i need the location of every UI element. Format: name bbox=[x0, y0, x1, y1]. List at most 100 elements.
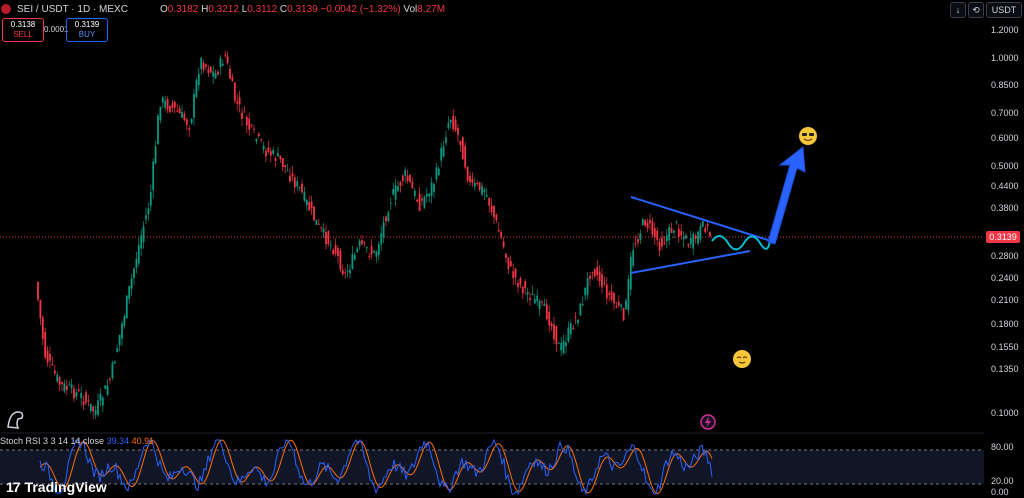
candle-body bbox=[430, 182, 433, 196]
candle-body bbox=[634, 243, 637, 245]
candle-body bbox=[70, 384, 73, 389]
candle-body bbox=[560, 342, 563, 351]
tradingview-logo-icon: 17 bbox=[6, 479, 21, 495]
candle-body bbox=[521, 286, 524, 294]
candle-body bbox=[361, 240, 363, 245]
sunglasses-emoji-icon bbox=[799, 127, 817, 145]
candle-body bbox=[219, 57, 222, 67]
candle-body bbox=[689, 237, 692, 245]
price-axis-label: 0.1350 bbox=[991, 364, 1019, 374]
candle-body bbox=[229, 68, 231, 79]
tradingview-brand[interactable]: 17 TradingView bbox=[6, 479, 107, 495]
candle-body bbox=[200, 58, 203, 69]
candle-body bbox=[178, 108, 181, 114]
candle-body bbox=[615, 306, 618, 308]
candle-body bbox=[157, 115, 159, 145]
candle-body bbox=[656, 230, 659, 241]
candle-body bbox=[97, 400, 99, 415]
candle-body bbox=[363, 241, 366, 243]
symbol-title[interactable]: SEI / USDT · 1D · MEXC bbox=[17, 3, 128, 15]
candle-body bbox=[315, 219, 318, 225]
sell-button[interactable]: 0.3138 SELL bbox=[2, 18, 44, 42]
candle-body bbox=[140, 235, 143, 249]
candle-body bbox=[356, 248, 359, 252]
candle-body bbox=[454, 119, 457, 131]
candle-body bbox=[257, 133, 260, 136]
candle-body bbox=[490, 205, 493, 213]
candle-body bbox=[685, 235, 687, 239]
candle-body bbox=[545, 304, 548, 320]
candle-body bbox=[514, 268, 517, 278]
candle-body bbox=[329, 244, 332, 246]
candle-body bbox=[581, 303, 584, 305]
candle-body bbox=[152, 161, 155, 191]
candle-body bbox=[517, 282, 519, 288]
candle-body bbox=[457, 127, 459, 135]
price-axis-label: 1.2000 bbox=[991, 25, 1019, 35]
candle-body bbox=[476, 183, 479, 185]
candle-body bbox=[133, 268, 135, 279]
stoch-rsi-header[interactable]: Stoch RSI 3 3 14 14 close 39.34 40.91 bbox=[0, 436, 154, 446]
rsi-band bbox=[0, 450, 984, 484]
candle-body bbox=[641, 219, 644, 226]
rsi-axis-label: 20.00 bbox=[991, 476, 1014, 486]
candle-body bbox=[589, 275, 591, 279]
candle-body bbox=[406, 175, 409, 181]
candle-body bbox=[394, 185, 397, 200]
candle-body bbox=[526, 292, 529, 295]
candle-body bbox=[142, 226, 145, 243]
candle-body bbox=[166, 98, 169, 110]
candle-body bbox=[709, 232, 711, 236]
rsi-k-line bbox=[39, 438, 713, 496]
price-axis-label: 0.4400 bbox=[991, 181, 1019, 191]
buy-button[interactable]: 0.3139 BUY bbox=[66, 18, 108, 42]
candle-body bbox=[358, 240, 361, 246]
candle-body bbox=[591, 271, 594, 273]
candle-body bbox=[411, 181, 414, 189]
download-button[interactable]: ↓ bbox=[950, 2, 966, 18]
candle-body bbox=[459, 141, 462, 146]
price-axis-label: 0.2800 bbox=[991, 251, 1019, 261]
arrow-down-icon: ↓ bbox=[955, 5, 961, 15]
candle-body bbox=[543, 304, 546, 306]
candle-body bbox=[221, 63, 224, 66]
candle-body bbox=[269, 151, 272, 156]
candle-body bbox=[296, 181, 299, 187]
candle-body bbox=[471, 178, 474, 183]
candle-body bbox=[466, 166, 469, 181]
candle-body bbox=[320, 227, 323, 229]
sync-icon: ⟲ bbox=[972, 4, 980, 15]
dino-icon[interactable] bbox=[7, 411, 24, 429]
candle-body bbox=[584, 287, 587, 296]
candle-body bbox=[147, 208, 150, 215]
candle-body bbox=[255, 138, 258, 142]
rsi-axis: 80.00 20.000.00 bbox=[991, 442, 1014, 497]
candle-body bbox=[661, 237, 663, 247]
candle-body bbox=[310, 201, 313, 209]
candle-body bbox=[416, 199, 419, 202]
candle-body bbox=[435, 167, 438, 180]
candle-body bbox=[625, 300, 627, 310]
sync-button[interactable]: ⟲ bbox=[968, 2, 984, 18]
candle-body bbox=[322, 228, 325, 233]
candle-body bbox=[447, 122, 450, 128]
currency-select[interactable]: USDT bbox=[986, 2, 1022, 18]
candle-body bbox=[344, 272, 347, 274]
candle-body bbox=[209, 66, 212, 73]
candle-body bbox=[382, 222, 385, 238]
candle-body bbox=[195, 80, 198, 97]
current-price-tag: 0.3139 bbox=[986, 231, 1020, 243]
candle-body bbox=[337, 247, 339, 256]
candle-body bbox=[603, 282, 606, 284]
high-value: 0.3212 bbox=[208, 3, 239, 15]
candle-body bbox=[370, 246, 373, 255]
candle-body bbox=[101, 397, 104, 406]
candle-body bbox=[461, 137, 464, 160]
rsi-axis-label: 0.00 bbox=[991, 487, 1009, 497]
candle-body bbox=[377, 244, 380, 256]
candle-body bbox=[421, 198, 423, 201]
triangle-upper-line bbox=[630, 196, 769, 241]
candle-body bbox=[289, 175, 291, 182]
candle-body bbox=[639, 233, 642, 240]
